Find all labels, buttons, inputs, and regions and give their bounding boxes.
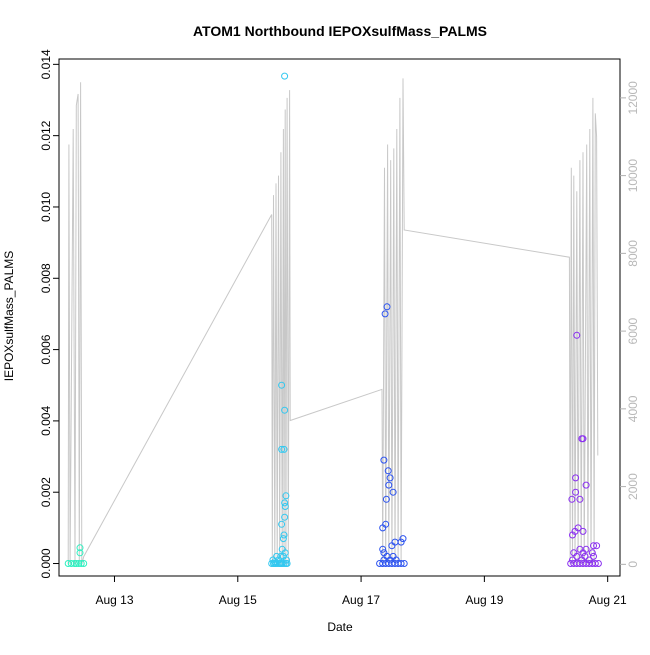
data-point [281,513,289,521]
x-tick-label: Aug 15 [219,593,257,607]
x-axis: Aug 13 Aug 15 Aug 17 Aug 19 Aug 21 [95,576,627,607]
data-point [591,560,599,567]
data-point [590,542,597,550]
data-point [77,560,85,567]
y-tick-label: 0.010 [39,192,53,222]
data-point [579,435,587,443]
y-tick-label: 0.014 [39,49,53,79]
data-point [579,527,587,535]
data-point [379,545,387,553]
background-line-layer [67,78,599,565]
data-point [399,535,407,543]
data-point [283,560,291,567]
data-point [582,481,590,489]
data-point [70,560,78,567]
data-point [76,544,84,552]
data-point [277,552,285,560]
data-point [385,481,393,489]
data-point [585,556,593,564]
series-2 [376,303,408,567]
data-point [281,549,289,557]
y2-tick-label: 6000 [626,317,640,344]
data-point [574,524,582,532]
y-axis: 0.000 0.002 0.004 0.006 0.008 0.010 0.012 0.014 [39,49,59,579]
data-point [279,535,287,543]
series-1 [268,72,291,567]
data-point [594,560,602,567]
data-point [397,560,405,567]
data-point [280,531,288,539]
data-point [397,538,405,546]
data-point [383,303,391,311]
x-tick-label: Aug 13 [95,593,133,607]
data-point [573,331,581,339]
x-tick-label: Aug 21 [589,593,627,607]
y-tick-label: 0.002 [39,477,53,507]
data-point [590,552,597,560]
plot-frame [58,58,621,577]
data-point [278,520,286,528]
data-point [384,467,392,475]
right-y-axis: 0 2000 4000 6000 8000 10000 12000 [620,81,640,568]
data-point [382,495,390,503]
data-point [281,503,289,510]
data-point [572,488,580,496]
data-point [75,560,83,567]
data-point [280,445,288,453]
y-tick-label: 0.012 [39,120,53,150]
data-point [281,499,289,507]
data-point [582,545,590,553]
data-point [568,495,576,503]
background-series-line [67,78,599,565]
x-tick-label: Aug 17 [342,593,380,607]
y-axis-label: IEPOXsulfMass_PALMS [2,251,16,382]
data-point [76,549,84,557]
data-point [273,552,281,560]
series-3 [567,331,602,567]
y2-tick-label: 0 [626,561,640,568]
data-point [588,549,596,557]
y2-tick-label: 12000 [626,81,640,115]
data-point [382,520,390,528]
data-point [392,556,400,564]
data-point [281,72,289,80]
y2-tick-label: 10000 [626,159,640,193]
y2-tick-label: 8000 [626,240,640,267]
data-point [570,549,578,557]
y-tick-label: 0.006 [39,334,53,364]
points-layer [64,72,602,567]
data-point [581,552,589,560]
y2-tick-label: 4000 [626,395,640,422]
data-point [72,560,80,567]
y-tick-label: 0.000 [39,548,53,578]
data-point [569,556,576,564]
data-point [283,556,290,564]
y-tick-label: 0.004 [39,406,53,436]
data-point [278,381,286,389]
data-point [282,492,290,500]
y-tick-label: 0.008 [39,263,53,293]
data-point [281,406,289,414]
data-point [593,542,601,550]
data-point [400,560,408,567]
y2-tick-label: 2000 [626,473,640,500]
series-0 [64,544,88,567]
data-point [80,560,88,567]
data-point [386,474,394,482]
data-point [67,560,75,567]
data-point [278,445,286,453]
data-point [380,549,388,557]
chart-title: ATOM1 Northbound IEPOXsulfMass_PALMS [193,23,487,39]
data-point [380,456,388,464]
data-point [576,495,584,503]
x-axis-label: Date [327,620,353,634]
data-point [389,488,397,496]
data-point [275,556,282,564]
x-tick-label: Aug 19 [465,593,503,607]
data-point [381,310,389,318]
data-point [572,474,580,482]
